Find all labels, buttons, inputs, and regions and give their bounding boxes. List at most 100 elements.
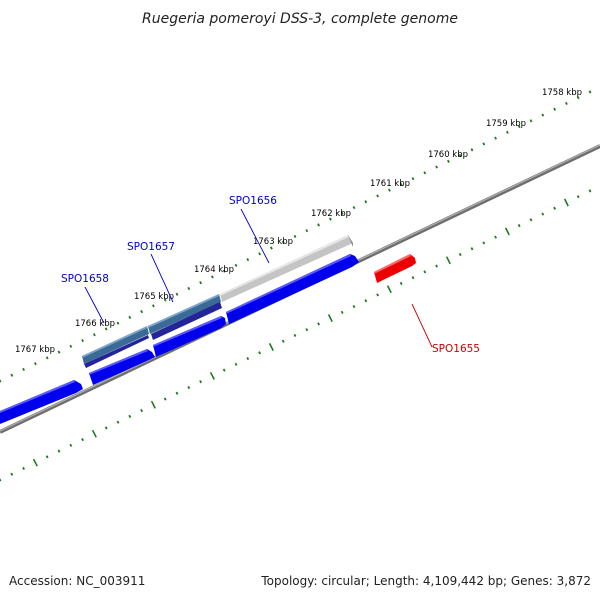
gene-label-spo1655[interactable]: SPO1655 bbox=[432, 343, 480, 355]
cds-features bbox=[0, 254, 416, 424]
minor-tick bbox=[352, 304, 356, 309]
minor-tick bbox=[152, 304, 155, 308]
minor-tick bbox=[187, 286, 191, 291]
map-title: Ruegeria pomeroyi DSS-3, complete genome bbox=[142, 11, 458, 27]
blast-hit-bar bbox=[82, 235, 353, 364]
minor-tick bbox=[340, 310, 344, 314]
minor-tick bbox=[258, 252, 262, 256]
minor-tick bbox=[364, 200, 368, 204]
minor-tick bbox=[22, 466, 25, 471]
minor-tick bbox=[470, 247, 474, 251]
minor-tick bbox=[104, 426, 108, 430]
minor-tick bbox=[93, 333, 96, 337]
minor-tick bbox=[45, 455, 49, 459]
minor-tick bbox=[423, 270, 427, 274]
minor-tick bbox=[482, 142, 486, 146]
cds-arrow bbox=[153, 316, 226, 357]
minor-tick bbox=[482, 241, 486, 245]
blast-hit-segment bbox=[82, 326, 149, 364]
minor-tick bbox=[69, 443, 73, 447]
kbp-label: 1765 kbp bbox=[134, 292, 174, 302]
minor-tick bbox=[517, 124, 521, 129]
scale-ticks-lower bbox=[0, 189, 592, 482]
major-tick bbox=[386, 285, 392, 294]
kbp-label: 1762 kbp bbox=[311, 209, 351, 219]
gene-label-spo1656[interactable]: SPO1656 bbox=[229, 195, 277, 207]
minor-tick bbox=[376, 293, 379, 297]
cds-arrow bbox=[226, 254, 359, 324]
genome-summary-text: Topology: circular; Length: 4,109,442 bp… bbox=[261, 574, 591, 588]
minor-tick bbox=[529, 218, 533, 222]
cds-arrow bbox=[84, 335, 149, 368]
kbp-label: 1759 kbp bbox=[486, 119, 526, 129]
minor-tick bbox=[269, 246, 273, 250]
minor-tick bbox=[494, 136, 497, 140]
minor-tick bbox=[506, 130, 509, 134]
minor-tick bbox=[281, 339, 285, 343]
minor-tick bbox=[588, 90, 592, 94]
kbp-label: 1766 kbp bbox=[75, 319, 115, 329]
gene-labels: SPO1656 SPO1657 SPO1658 SPO1655 bbox=[61, 195, 480, 355]
kbp-label: 1764 kbp bbox=[194, 265, 234, 275]
kbp-label: 1767 kbp bbox=[15, 345, 55, 355]
minor-tick bbox=[187, 385, 191, 390]
cds-arrow-highlighted bbox=[374, 254, 416, 283]
major-tick bbox=[327, 314, 333, 323]
minor-tick bbox=[140, 309, 144, 314]
minor-tick bbox=[175, 391, 179, 395]
minor-tick bbox=[435, 264, 438, 268]
minor-tick bbox=[22, 367, 25, 372]
minor-tick bbox=[163, 397, 167, 401]
minor-tick bbox=[222, 269, 226, 273]
minor-tick bbox=[45, 356, 49, 360]
major-tick bbox=[209, 371, 215, 380]
minor-tick bbox=[234, 263, 238, 267]
gene-label-spo1657[interactable]: SPO1657 bbox=[127, 241, 175, 253]
minor-tick bbox=[458, 153, 462, 158]
blast-hit-segment bbox=[148, 294, 221, 334]
minor-tick bbox=[470, 148, 474, 152]
minor-tick bbox=[423, 171, 427, 175]
minor-tick bbox=[140, 408, 144, 413]
minor-tick bbox=[352, 205, 356, 210]
major-tick bbox=[32, 458, 38, 467]
minor-tick bbox=[387, 188, 391, 192]
minor-tick bbox=[435, 165, 438, 169]
minor-tick bbox=[588, 189, 592, 193]
accession-text: Accession: NC_003911 bbox=[9, 574, 146, 588]
minor-tick bbox=[305, 229, 309, 233]
minor-tick bbox=[517, 223, 521, 228]
minor-tick bbox=[175, 292, 179, 296]
minor-tick bbox=[317, 223, 321, 227]
minor-tick bbox=[293, 234, 297, 239]
label-leaders bbox=[84, 208, 433, 348]
minor-tick bbox=[553, 206, 556, 210]
minor-tick bbox=[81, 437, 84, 442]
minor-tick bbox=[553, 107, 556, 111]
minor-tick bbox=[116, 420, 120, 424]
minor-tick bbox=[246, 257, 250, 262]
minor-tick bbox=[305, 328, 309, 332]
scale-ticks-upper bbox=[0, 90, 592, 383]
minor-tick bbox=[57, 449, 61, 453]
cds-arrow bbox=[89, 349, 155, 385]
cds-arrow bbox=[0, 380, 83, 424]
major-tick bbox=[504, 227, 510, 236]
kbp-label: 1760 kbp bbox=[428, 150, 468, 160]
scale-labels: 1758 kbp 1759 kbp 1760 kbp 1761 kbp 1762… bbox=[15, 88, 582, 355]
minor-tick bbox=[234, 362, 238, 366]
minor-tick bbox=[57, 350, 61, 354]
minor-tick bbox=[317, 322, 321, 326]
minor-tick bbox=[69, 344, 73, 348]
minor-tick bbox=[258, 351, 262, 355]
minor-tick bbox=[529, 119, 533, 123]
minor-tick bbox=[340, 211, 344, 215]
minor-tick bbox=[411, 177, 415, 181]
minor-tick bbox=[81, 338, 84, 343]
minor-tick bbox=[104, 327, 108, 331]
minor-tick bbox=[222, 368, 226, 372]
gene-label-spo1658[interactable]: SPO1658 bbox=[61, 273, 109, 285]
major-tick bbox=[268, 343, 274, 351]
minor-tick bbox=[399, 182, 403, 187]
